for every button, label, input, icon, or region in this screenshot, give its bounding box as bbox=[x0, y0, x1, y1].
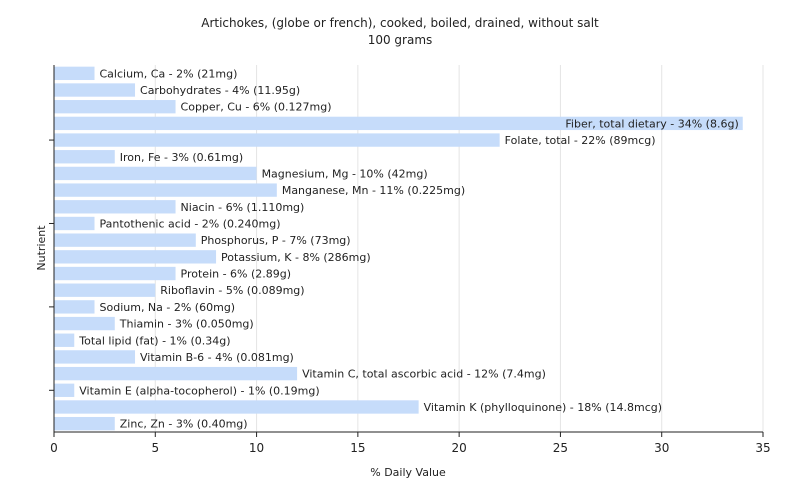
bar-9 bbox=[54, 216, 95, 231]
bar-label-18: Vitamin C, total ascorbic acid - 12% (7.… bbox=[302, 368, 546, 381]
bar-label-21: Zinc, Zn - 3% (0.40mg) bbox=[120, 418, 248, 431]
x-tick-label-2: 10 bbox=[249, 441, 264, 455]
bar-label-7: Manganese, Mn - 11% (0.225mg) bbox=[282, 184, 465, 197]
y-axis-label: Nutrient bbox=[35, 225, 48, 271]
bar-label-0: Calcium, Ca - 2% (21mg) bbox=[100, 67, 238, 80]
x-axis-label: % Daily Value bbox=[370, 466, 446, 479]
bar-label-6: Magnesium, Mg - 10% (42mg) bbox=[262, 167, 428, 180]
bar-14 bbox=[54, 300, 95, 314]
bar-13 bbox=[54, 283, 156, 297]
bar-label-13: Riboflavin - 5% (0.089mg) bbox=[160, 284, 304, 297]
x-tick-label-4: 20 bbox=[452, 441, 467, 455]
bar-label-15: Thiamin - 3% (0.050mg) bbox=[119, 318, 254, 331]
x-tick-label-7: 35 bbox=[755, 441, 770, 455]
axes: 0 5 10 15 20 25 30 35 bbox=[49, 65, 771, 455]
bar-8 bbox=[54, 200, 176, 214]
x-tick-label-6: 30 bbox=[654, 441, 669, 455]
chart-subtitle: 100 grams bbox=[368, 33, 433, 47]
bar-5 bbox=[54, 150, 115, 164]
bar-16 bbox=[54, 333, 75, 347]
bar-3 bbox=[54, 116, 743, 131]
bar-17 bbox=[54, 350, 136, 364]
x-tick-label-0: 0 bbox=[50, 441, 58, 455]
x-tick-label-5: 25 bbox=[553, 441, 568, 455]
bar-6 bbox=[54, 166, 257, 181]
bar-19 bbox=[54, 383, 75, 397]
bar-label-9: Pantothenic acid - 2% (0.240mg) bbox=[100, 217, 281, 230]
bar-label-20: Vitamin K (phylloquinone) - 18% (14.8mcg… bbox=[424, 401, 662, 414]
bar-label-11: Potassium, K - 8% (286mg) bbox=[221, 251, 371, 264]
bar-label-10: Phosphorus, P - 7% (73mg) bbox=[201, 234, 351, 247]
bar-label-2: Copper, Cu - 6% (0.127mg) bbox=[181, 101, 332, 114]
bar-label-12: Protein - 6% (2.89g) bbox=[181, 268, 292, 281]
bar-label-8: Niacin - 6% (1.110mg) bbox=[181, 201, 305, 214]
bar-10 bbox=[54, 233, 196, 247]
bar-20 bbox=[54, 400, 419, 414]
bar-7 bbox=[54, 183, 277, 197]
chart-title: Artichokes, (globe or french), cooked, b… bbox=[201, 16, 599, 30]
bar-18 bbox=[54, 366, 298, 381]
bar-label-14: Sodium, Na - 2% (60mg) bbox=[100, 301, 236, 314]
bar-label-3: Fiber, total dietary - 34% (8.6g) bbox=[565, 117, 738, 130]
bar-label-19: Vitamin E (alpha-tocopherol) - 1% (0.19m… bbox=[79, 384, 319, 397]
bar-label-5: Iron, Fe - 3% (0.61mg) bbox=[120, 151, 243, 164]
bar-21 bbox=[54, 416, 115, 431]
bar-0 bbox=[54, 66, 95, 81]
bar-15 bbox=[54, 316, 115, 331]
bar-label-1: Carbohydrates - 4% (11.95g) bbox=[140, 84, 300, 97]
bars: Calcium, Ca - 2% (21mg) Carbohydrates - 4… bbox=[54, 66, 743, 431]
bar-4 bbox=[54, 133, 500, 147]
bar-label-16: Total lipid (fat) - 1% (0.34g) bbox=[78, 334, 230, 347]
bar-11 bbox=[54, 250, 217, 264]
x-tick-label-1: 5 bbox=[151, 441, 159, 455]
x-tick-label-3: 15 bbox=[350, 441, 365, 455]
bar-2 bbox=[54, 100, 176, 114]
bar-label-4: Folate, total - 22% (89mcg) bbox=[505, 134, 656, 147]
bar-12 bbox=[54, 266, 176, 281]
bar-1 bbox=[54, 83, 136, 97]
bar-label-17: Vitamin B-6 - 4% (0.081mg) bbox=[140, 351, 294, 364]
